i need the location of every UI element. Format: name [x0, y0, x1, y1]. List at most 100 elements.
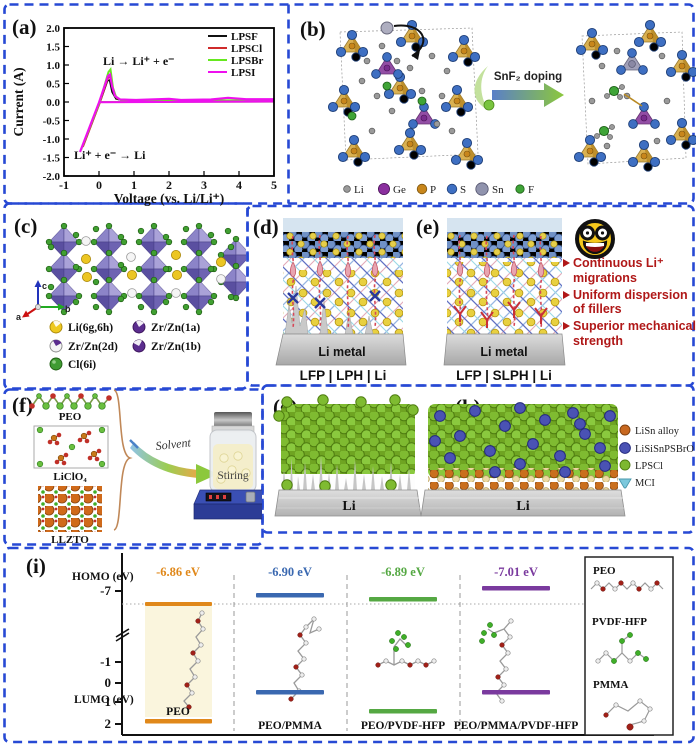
legend-label-zrzn1b: Zr/Zn(1b)	[151, 341, 201, 353]
happy-emoji-icon	[575, 219, 615, 259]
panel-i-energy-diagram: (i) HOMO (eV) LUMO (eV) -7 -1 0 1 2	[26, 553, 674, 736]
x-tick: 1	[131, 178, 137, 192]
y-tick: 1.0	[46, 60, 60, 72]
lumo-level-peo	[145, 719, 212, 724]
li-substrate-h	[420, 489, 626, 517]
legend-label: LPSI	[231, 67, 255, 79]
legend-label-f: F	[528, 184, 534, 196]
legend-label-li: Li	[354, 184, 364, 196]
box-de	[246, 204, 695, 387]
y-tick: 1.5	[46, 42, 60, 54]
box-ab	[3, 3, 695, 205]
y-axis-label: Current (A)	[11, 67, 26, 136]
arrow-bullet-icon	[563, 290, 570, 299]
axes-indicator: c b a	[16, 280, 71, 322]
legend-label: LPSCl	[231, 43, 262, 55]
list-item: Continuous Li⁺ migrations	[563, 256, 699, 286]
llzto-label: LLZTO	[51, 534, 89, 545]
cv-curves	[78, 67, 275, 153]
lpscl-layer-g	[273, 394, 419, 492]
li-metal-anode-d	[275, 333, 407, 366]
y-tick: -1.5	[43, 153, 61, 165]
column-separators	[233, 575, 461, 731]
cell-d-label: LFP | LPH | Li	[300, 368, 387, 383]
panel-letter-c: (c)	[14, 214, 37, 238]
axis-c-label: c	[42, 281, 47, 291]
y-tick: 2.0	[46, 23, 60, 35]
doping-arrow-label: SnF₂ doping	[494, 71, 562, 83]
legend-dot-s	[446, 183, 458, 195]
legend-label: LPSF	[231, 31, 258, 43]
grouping-bracket	[113, 389, 133, 531]
y-tick: 0.5	[46, 79, 60, 91]
legend-label-mci: MCI	[635, 478, 655, 489]
legend-label-lpscl: LPSCl	[635, 461, 663, 472]
x-tick-marks	[63, 171, 275, 176]
panels-d-e: (d) (e) Li metal LFP | LPH | Li	[253, 215, 615, 383]
panel-letter-e: (e)	[416, 215, 439, 239]
benefit-text: Superior mechanical strength	[573, 319, 696, 348]
li-dendrites	[284, 285, 374, 335]
axis-a-label: a	[16, 312, 22, 322]
liclo4-label: LiClO₄	[53, 471, 87, 483]
molecule-peo-pvdfhfp	[375, 630, 437, 668]
box-i	[3, 546, 695, 744]
liclo4-graphic	[33, 425, 109, 469]
homo-value-peo: -6.86 eV	[156, 565, 200, 579]
y-tick: -2.0	[43, 171, 61, 183]
group-label-peo-pmma: PEO/PMMA	[258, 720, 323, 732]
legend-icon-mci	[618, 478, 632, 489]
homo-level-peo	[145, 602, 212, 606]
legend-label-sn: Sn	[492, 184, 504, 196]
cv-legend: LPSF LPSCl LPSBr LPSI	[208, 31, 264, 79]
panel-f-preparation: (f) PEO LiClO₄ LLZTO Solvent	[12, 389, 262, 545]
list-item: Superior mechanical strength	[563, 319, 699, 349]
x-axis-label: Voltage (vs. Li/Li⁺)	[114, 191, 225, 206]
group-label-peo-pvdfhfp: PEO/PVDF-HFP	[361, 720, 445, 732]
benefit-text: Continuous Li⁺ migrations	[573, 256, 664, 285]
arrow-bullet-icon	[563, 322, 570, 330]
panel-letter-d: (d)	[253, 215, 279, 239]
legend-dot-lisn	[619, 424, 631, 436]
panel-a-cv-chart: (a) 2.0 1.5 1.0 0.5 0.0 -0.5 -1.0 -1.5 -…	[11, 15, 277, 206]
homo-value-quad: -7.01 eV	[494, 565, 538, 579]
legend-label-li6g: Li(6g,6h)	[68, 322, 113, 334]
axis-b-label: b	[65, 304, 71, 314]
unit-cell-before	[327, 19, 484, 170]
reduction-annotation: Li⁺ + e⁻ → Li	[74, 148, 146, 162]
x-tick: 0	[96, 178, 102, 192]
legend-label-p: P	[430, 184, 436, 196]
homo-values: -6.86 eV -6.90 eV -6.89 eV -7.01 eV	[156, 565, 538, 579]
x-tick: 5	[271, 178, 277, 192]
legend-label-zrzn1a: Zr/Zn(1a)	[151, 322, 200, 334]
group-labels: PEO PEO/PMMA PEO/PVDF-HFP PEO/PMMA/PVDF-…	[166, 706, 578, 732]
legend-dot-li	[343, 185, 351, 193]
y-axis-ticks: 2.0 1.5 1.0 0.5 0.0 -0.5 -1.0 -1.5 -2.0	[43, 23, 61, 183]
legend-dot-lpscl	[619, 459, 631, 471]
molecule-peo	[183, 610, 206, 710]
stirring-label: Stiring	[217, 470, 249, 482]
li-metal-anode-e	[443, 333, 566, 366]
cathode-composite-layer	[283, 232, 403, 258]
legend-label-s: S	[460, 184, 466, 196]
sn-atom	[380, 21, 394, 35]
peo-chain-graphic	[29, 393, 112, 410]
li-metal-label-d: Li metal	[318, 345, 365, 359]
cathode-composite-layer	[447, 232, 562, 258]
y-tick: -1	[100, 654, 111, 669]
legend-dot-ge	[378, 182, 391, 195]
panel-c-structure: (c) c b a Li(6g,6h)	[14, 214, 246, 371]
energy-axis	[115, 553, 654, 736]
box-c	[3, 202, 249, 390]
legend-dot-cl6i	[49, 357, 63, 371]
homo-level-peo-pmma	[256, 593, 324, 598]
lisn-alloy-interlayer	[428, 468, 618, 490]
y-tick: 1	[105, 694, 112, 709]
stirring-jar: Stiring	[209, 412, 257, 493]
cathode-current-collector	[283, 218, 403, 232]
panel-b-structures: (b) SnF₂ doping Li Ge	[300, 17, 696, 196]
panels-g-h: (g) (h) Li Li LiSn alloy LiSiSnPSBrO LPS…	[273, 394, 694, 517]
panel-letter-b: (b)	[300, 17, 326, 41]
panel-b-legend: Li Ge P S Sn F	[343, 182, 534, 196]
list-item: Uniform dispersion of fillers	[563, 288, 699, 318]
